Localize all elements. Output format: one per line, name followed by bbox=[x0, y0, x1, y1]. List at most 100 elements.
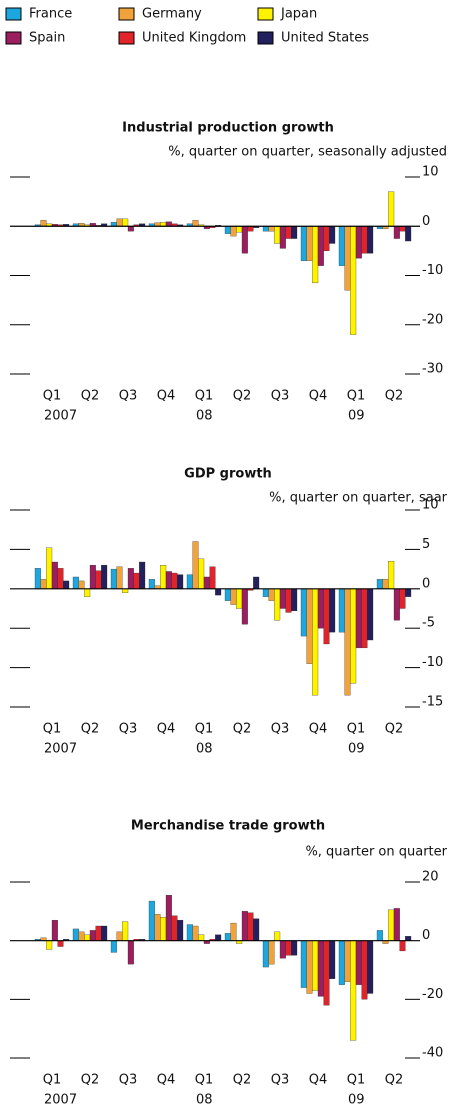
x-tick-label: Q1 bbox=[43, 722, 62, 737]
bar bbox=[165, 221, 172, 227]
x-tick-label: Q1 bbox=[347, 389, 366, 404]
y-tick-label: 10 bbox=[422, 498, 439, 513]
bar bbox=[329, 226, 336, 244]
bar bbox=[122, 921, 129, 941]
bar bbox=[203, 576, 210, 589]
bar bbox=[323, 226, 330, 252]
bar bbox=[46, 547, 53, 589]
y-tick-label: 10 bbox=[422, 165, 439, 180]
x-tick-label: Q4 bbox=[309, 722, 328, 737]
bar bbox=[393, 226, 400, 239]
y-tick-label: 0 bbox=[422, 928, 430, 943]
bar bbox=[101, 925, 108, 941]
bar bbox=[236, 226, 243, 233]
x-tick-label: Q2 bbox=[81, 389, 100, 404]
bar bbox=[350, 940, 357, 1041]
y-tick-label: -15 bbox=[422, 695, 443, 710]
x-tick-label: Q1 bbox=[195, 1073, 214, 1088]
bar bbox=[84, 588, 91, 597]
bar bbox=[329, 940, 336, 979]
bar bbox=[382, 579, 389, 589]
bar bbox=[253, 576, 260, 589]
bar bbox=[405, 588, 412, 597]
x-tick-label: Q3 bbox=[271, 1073, 290, 1088]
bar bbox=[186, 574, 193, 589]
bar bbox=[306, 940, 313, 994]
x-tick-label: Q2 bbox=[233, 389, 252, 404]
bar bbox=[262, 588, 269, 597]
bar bbox=[300, 226, 307, 261]
bar bbox=[165, 895, 172, 941]
bar bbox=[262, 940, 269, 968]
x-tick-label: Q2 bbox=[233, 1073, 252, 1088]
x-tick-label: Q2 bbox=[385, 1073, 404, 1088]
x-tick-label: Q4 bbox=[157, 722, 176, 737]
bar bbox=[338, 226, 345, 266]
bar bbox=[361, 226, 368, 254]
bar bbox=[323, 588, 330, 645]
bar bbox=[306, 588, 313, 664]
x-tick-label: Q1 bbox=[347, 1073, 366, 1088]
bar bbox=[139, 561, 146, 589]
bar bbox=[329, 588, 336, 633]
chart-subtitle: %, quarter on quarter bbox=[305, 845, 447, 860]
x-tick-label: Q2 bbox=[81, 722, 100, 737]
legend-swatch bbox=[257, 7, 274, 21]
bar bbox=[51, 561, 58, 589]
y-tick-label: -5 bbox=[422, 616, 435, 631]
bar bbox=[312, 588, 319, 696]
bar bbox=[116, 566, 123, 589]
bar bbox=[300, 940, 307, 988]
bar bbox=[215, 934, 222, 941]
x-tick-label: Q3 bbox=[271, 722, 290, 737]
bar bbox=[160, 917, 167, 941]
y-tick-label: 5 bbox=[422, 537, 430, 552]
y-tick-label: -20 bbox=[422, 312, 443, 327]
bar bbox=[171, 572, 178, 589]
x-tick-label: Q1 bbox=[43, 1073, 62, 1088]
bar bbox=[46, 940, 53, 950]
bar bbox=[192, 220, 199, 227]
bar bbox=[127, 226, 134, 232]
bar bbox=[306, 226, 313, 261]
bar bbox=[253, 918, 260, 941]
x-tick-label: Q1 bbox=[347, 722, 366, 737]
bar bbox=[78, 931, 85, 941]
bar bbox=[127, 568, 134, 589]
bar bbox=[274, 931, 281, 941]
x-tick-label: Q2 bbox=[233, 722, 252, 737]
x-tick-label: Q4 bbox=[309, 1073, 328, 1088]
bar bbox=[165, 571, 172, 589]
y-tick-label: -10 bbox=[422, 655, 443, 670]
bar bbox=[116, 218, 123, 227]
x-tick-label: Q3 bbox=[119, 722, 138, 737]
bar bbox=[285, 226, 292, 239]
bar bbox=[367, 226, 374, 254]
x-tick-label: Q4 bbox=[157, 1073, 176, 1088]
bar bbox=[51, 919, 58, 941]
bar bbox=[160, 565, 167, 589]
chart-title: Merchandise trade growth bbox=[131, 819, 325, 834]
bar bbox=[405, 226, 412, 242]
bar bbox=[399, 940, 406, 952]
x-year-label: 08 bbox=[196, 742, 213, 757]
bar bbox=[84, 934, 91, 941]
bar bbox=[388, 909, 395, 941]
bar bbox=[224, 588, 231, 601]
x-year-label: 08 bbox=[196, 409, 213, 424]
bar bbox=[241, 911, 248, 941]
x-tick-label: Q3 bbox=[271, 389, 290, 404]
legend-label: United Kingdom bbox=[142, 31, 246, 46]
bar bbox=[344, 588, 351, 696]
bar bbox=[355, 226, 362, 259]
legend-label: Germany bbox=[142, 7, 202, 22]
bar bbox=[34, 568, 41, 589]
x-year-label: 09 bbox=[348, 742, 365, 757]
bar bbox=[338, 588, 345, 633]
bar bbox=[230, 588, 237, 605]
bar bbox=[279, 588, 286, 609]
bar bbox=[230, 922, 237, 941]
bar bbox=[300, 588, 307, 637]
bar bbox=[177, 919, 184, 941]
legend-swatch bbox=[118, 7, 135, 21]
